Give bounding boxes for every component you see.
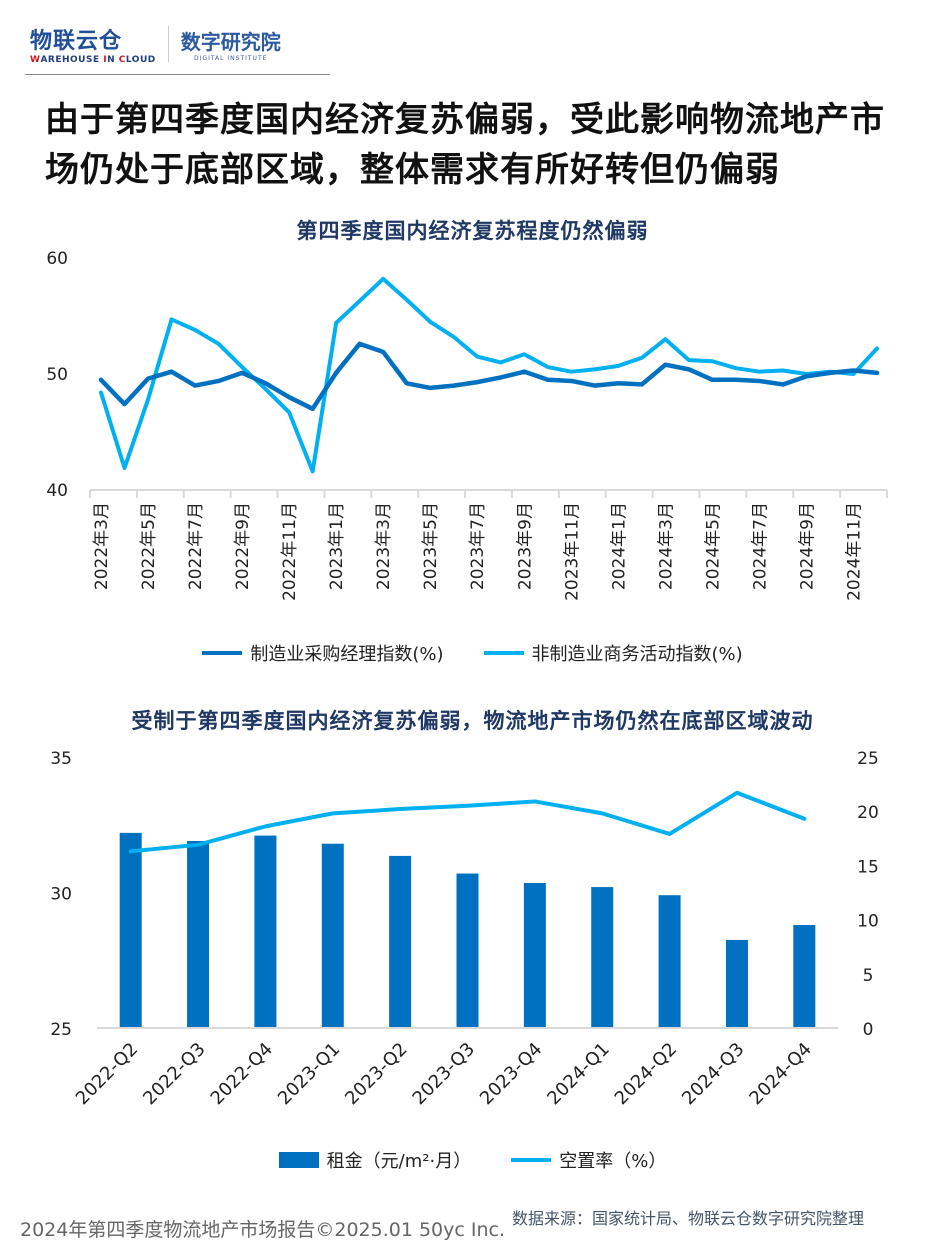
right-y-tick-label: 20 [857, 803, 879, 823]
rent-bar [523, 883, 546, 1028]
x-tick-label: 2024-Q3 [678, 1039, 748, 1109]
logo-divider [167, 26, 169, 62]
legend-item-rent: 租金（元/m²·月） [278, 1147, 471, 1173]
x-tick-label: 2022年3月 [92, 502, 112, 590]
right-y-tick-label: 5 [863, 966, 874, 986]
rent-bar [187, 841, 210, 1028]
x-tick-label: 2022年7月 [186, 502, 206, 590]
y-tick-label: 60 [46, 249, 68, 269]
rent-bar [389, 855, 412, 1028]
right-y-tick-label: 15 [857, 857, 879, 877]
x-tick-label: 2024年5月 [703, 502, 723, 590]
legend-swatch [511, 1158, 552, 1162]
legend-swatch [483, 651, 524, 655]
x-tick-label: 2022年5月 [139, 502, 159, 590]
x-tick-label: 2024年1月 [609, 502, 629, 590]
legend-swatch [202, 651, 243, 655]
x-tick-label: 2023年7月 [468, 502, 488, 590]
rent-bar [321, 843, 344, 1028]
x-tick-label: 2022年9月 [233, 502, 253, 590]
page-headline: 由于第四季度国内经济复苏偏弱，受此影响物流地产市场仍处于底部区域，整体需求有所好… [45, 100, 885, 190]
rent-bar [725, 939, 748, 1028]
x-tick-label: 2024-Q4 [745, 1039, 815, 1109]
rent-bar [119, 832, 142, 1028]
rent-bar [591, 887, 614, 1028]
data-source: 数据来源：国家统计局、物联云仓数字研究院整理 [512, 1209, 865, 1228]
copyright-text: 2024年第四季度物流地产市场报告©2025.01 50yc Inc. [20, 1219, 506, 1241]
rent-bar [254, 835, 277, 1028]
x-tick-label: 2024年9月 [797, 502, 817, 590]
x-tick-label: 2024年11月 [844, 502, 864, 601]
rent-bar [793, 925, 816, 1028]
institute-name-cn: 数字研究院 [180, 30, 281, 54]
brand-name-en: WAREHOUSE IN CLOUD [30, 55, 156, 65]
x-tick-label: 2023年9月 [515, 502, 535, 590]
chart1-legend: 制造业采购经理指数(%) 非制造业商务活动指数(%) [0, 640, 945, 666]
chart2-legend: 租金（元/m²·月） 空置率（%） [0, 1147, 945, 1173]
brand-name-cn: 物联云仓 [30, 29, 123, 54]
x-tick-label: 2022-Q2 [72, 1039, 142, 1109]
legend-swatch [278, 1152, 319, 1168]
rent-vacancy-chart: 25303505101520252022-Q22022-Q32022-Q4202… [50, 749, 879, 1109]
legend-item-nonmanufacturing: 非制造业商务活动指数(%) [483, 640, 743, 666]
x-tick-label: 2022年11月 [280, 502, 300, 601]
chart1-title: 第四季度国内经济复苏程度仍然偏弱 [296, 219, 649, 243]
x-tick-label: 2022-Q3 [139, 1039, 209, 1109]
x-tick-label: 2023-Q2 [341, 1039, 411, 1109]
left-y-tick-label: 25 [50, 1020, 72, 1040]
rent-bar [456, 873, 479, 1028]
right-y-tick-label: 0 [863, 1020, 874, 1040]
x-tick-label: 2023年5月 [421, 502, 441, 590]
header-divider [25, 74, 330, 75]
x-tick-label: 2023-Q4 [476, 1039, 546, 1109]
pmi-line-chart: 40 50 60 2022年3月 2022年5月 2022年7月 2022年9月 2022年1… [46, 249, 888, 601]
y-tick-label: 40 [46, 481, 68, 501]
left-y-tick-label: 35 [50, 749, 72, 769]
legend-item-vacancy: 空置率（%） [511, 1147, 666, 1173]
vacancy-line [128, 790, 807, 854]
x-tick-label: 2024-Q2 [611, 1039, 681, 1109]
legend-item-manufacturing: 制造业采购经理指数(%) [202, 640, 444, 666]
series-line [98, 341, 880, 412]
x-tick-label: 2024-Q1 [543, 1039, 613, 1109]
x-tick-label: 2023年1月 [327, 502, 347, 590]
left-y-tick-label: 30 [50, 885, 72, 905]
x-tick-label: 2023-Q1 [274, 1039, 344, 1109]
x-tick-label: 2024年7月 [750, 502, 770, 590]
x-tick-label: 2023年3月 [374, 502, 394, 590]
chart2-title: 受制于第四季度国内经济复苏偏弱，物流地产市场仍然在底部区域波动 [131, 709, 814, 733]
rent-bar [658, 895, 681, 1028]
logo: 物联云仓 WAREHOUSE IN CLOUD 数字研究院 DIGITAL IN… [30, 18, 281, 70]
brand-logo: 物联云仓 WAREHOUSE IN CLOUD [30, 23, 156, 65]
x-tick-label: 2024年3月 [656, 502, 676, 590]
institute-name-en: DIGITAL INSTITUTE [194, 55, 268, 62]
x-tick-label: 2023年11月 [562, 502, 582, 601]
x-tick-label: 2023-Q3 [409, 1039, 479, 1109]
right-y-tick-label: 25 [857, 749, 879, 769]
right-y-tick-label: 10 [857, 912, 879, 932]
y-tick-label: 50 [46, 365, 68, 385]
institute-logo: 数字研究院 DIGITAL INSTITUTE [181, 26, 281, 62]
series-line [99, 276, 879, 474]
x-tick-label: 2022-Q4 [207, 1039, 277, 1109]
